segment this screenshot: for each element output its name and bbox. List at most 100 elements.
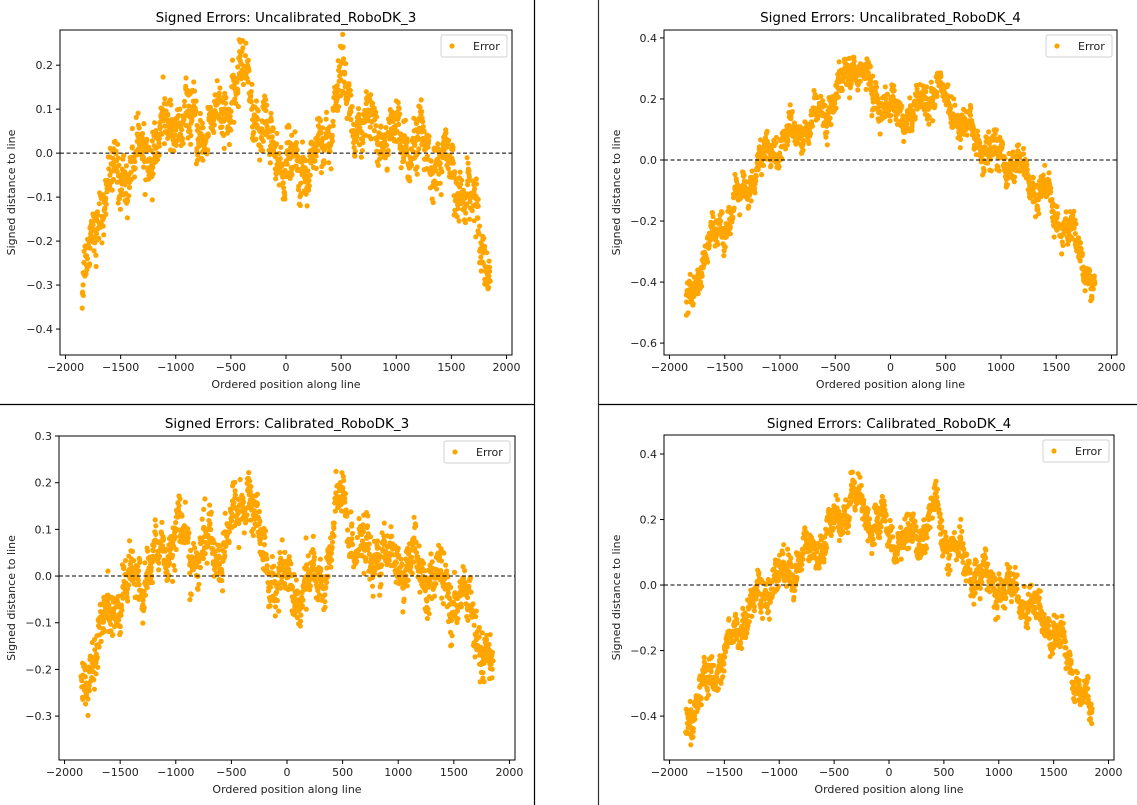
data-point [472,654,478,660]
y-tick-label: −0.6 [630,337,657,350]
data-point [341,56,347,62]
data-point [235,64,241,70]
y-tick-label: −0.3 [25,710,52,723]
data-point [321,158,327,164]
data-point [208,526,214,533]
data-point [171,148,177,154]
legend-marker-icon [449,43,455,49]
data-point [267,603,273,609]
data-point [1055,211,1061,217]
data-point [374,114,380,120]
data-point [322,599,328,605]
data-point [487,278,493,284]
chart-title: Signed Errors: Calibrated_RoboDK_3 [165,416,409,432]
data-point [300,597,306,603]
data-point [183,75,189,81]
data-point [273,176,279,182]
data-point [1035,206,1041,212]
data-point [417,589,423,595]
data-point [96,235,102,241]
data-point [182,499,188,505]
data-point [117,623,123,630]
data-point [135,577,141,583]
data-point [982,144,988,150]
data-point [780,551,786,557]
data-point [741,172,747,178]
data-point [727,231,734,237]
chart-panel-1: Signed Errors: Uncalibrated_RoboDK_3−200… [5,10,520,391]
data-point [179,127,185,133]
data-point [469,208,475,214]
data-point [126,193,132,199]
data-point [486,641,492,648]
data-point [443,562,449,568]
data-point [204,560,210,566]
data-point [257,518,263,524]
data-point [746,619,752,625]
data-point [91,686,97,692]
scatter-points [683,54,1098,318]
chart-title: Signed Errors: Uncalibrated_RoboDK_4 [760,10,1021,26]
data-point [851,54,857,60]
data-point [753,173,759,179]
y-tick-label: 0.3 [35,430,53,443]
data-point [393,560,399,566]
data-point [277,156,283,162]
data-point [281,185,287,191]
data-point [704,687,711,693]
legend: Error [440,34,508,58]
data-point [342,71,348,77]
data-point [140,620,146,626]
data-point [479,630,485,636]
data-point [192,545,198,551]
data-point [753,178,759,184]
data-point [100,223,106,229]
x-tick-label: −2000 [46,766,83,779]
data-point [381,520,387,526]
data-point [1020,145,1027,152]
data-point [404,139,410,145]
x-tick-label: 1500 [440,766,468,779]
data-point [988,168,995,174]
y-tick-label: 0.1 [35,523,53,536]
data-point [172,567,178,573]
data-point [466,168,472,174]
data-point [98,638,104,645]
data-point [420,119,426,125]
data-point [473,614,479,620]
data-point [364,523,371,529]
data-point [199,516,205,522]
y-tick-label: −0.3 [26,279,53,292]
data-point [271,563,277,569]
data-point [789,109,795,115]
data-point [824,142,830,148]
data-point [692,716,698,722]
data-point [486,264,493,270]
data-point [200,157,206,163]
data-point [313,153,319,159]
scatter-points [683,469,1095,748]
data-point [721,661,727,667]
data-point [901,138,907,144]
data-point [471,186,478,192]
data-point [249,81,255,87]
data-point [195,586,201,592]
data-point [221,145,227,151]
data-point [144,585,150,591]
data-point [288,561,294,567]
data-point [730,215,736,221]
data-point [451,569,458,576]
data-point [893,116,899,122]
data-point [709,654,715,660]
data-point [254,501,260,508]
data-point [823,134,829,140]
data-point [899,103,905,109]
data-point [723,648,729,655]
data-point [168,102,174,108]
data-point [150,164,156,170]
data-point [305,168,311,174]
data-point [172,132,178,138]
data-point [373,109,379,115]
data-point [83,701,89,707]
data-point [114,169,120,175]
